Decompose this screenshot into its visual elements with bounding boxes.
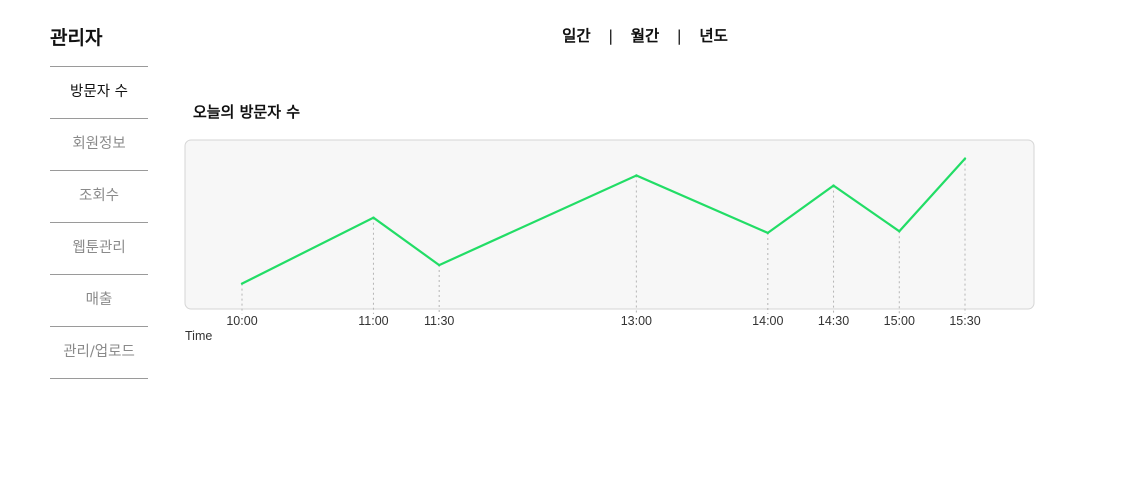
x-axis-label: Time: [185, 329, 212, 343]
x-tick-label: 11:00: [358, 314, 388, 328]
sidebar-item-visitors[interactable]: 방문자 수: [50, 67, 148, 119]
data-point: [898, 230, 901, 233]
tab-separator: |: [608, 27, 614, 45]
chart-panel: [184, 139, 1035, 310]
period-tabs: 일간 | 월간 | 년도: [540, 24, 750, 46]
sidebar-item-sales[interactable]: 매출: [50, 275, 148, 327]
chart-title: 오늘의 방문자 수: [193, 103, 301, 121]
admin-title: 관리자: [50, 27, 103, 49]
data-point: [437, 263, 441, 267]
x-tick-label: 10:00: [226, 314, 257, 328]
sidebar: 관리자 방문자 수 회원정보 조회수 웹툰관리 매출 관리/업로드: [50, 22, 148, 379]
chart-guides: [241, 158, 966, 314]
data-point: [372, 216, 375, 219]
tab-daily[interactable]: 일간: [562, 27, 591, 45]
sidebar-item-webtoon-management[interactable]: 웹툰관리: [50, 223, 148, 275]
sidebar-item-members[interactable]: 회원정보: [50, 119, 148, 171]
x-tick-label: 14:00: [752, 314, 783, 328]
data-point: [963, 157, 967, 160]
x-tick-labels: 10:00 11:00 11:30 13:00 14:00 14:30 15:00 15:30: [226, 314, 980, 328]
data-point: [832, 184, 835, 187]
x-tick-label: 15:00: [884, 314, 915, 328]
x-tick-label: 15:30: [949, 314, 980, 328]
sidebar-item-views[interactable]: 조회수: [50, 171, 148, 223]
x-tick-label: 14:30: [818, 314, 849, 328]
sidebar-menu: 방문자 수 회원정보 조회수 웹툰관리 매출 관리/업로드: [50, 66, 148, 379]
chart-line-group: [240, 157, 967, 285]
x-tick-label: 13:00: [621, 314, 652, 328]
tab-yearly[interactable]: 년도: [699, 27, 728, 45]
data-point: [240, 282, 244, 285]
x-tick-label: 11:30: [424, 314, 454, 328]
data-point: [766, 231, 770, 235]
series-line: [241, 157, 966, 285]
data-point: [635, 174, 638, 177]
sidebar-item-manage-upload[interactable]: 관리/업로드: [50, 327, 148, 379]
tab-separator: |: [676, 27, 682, 45]
tab-monthly[interactable]: 월간: [630, 27, 660, 45]
